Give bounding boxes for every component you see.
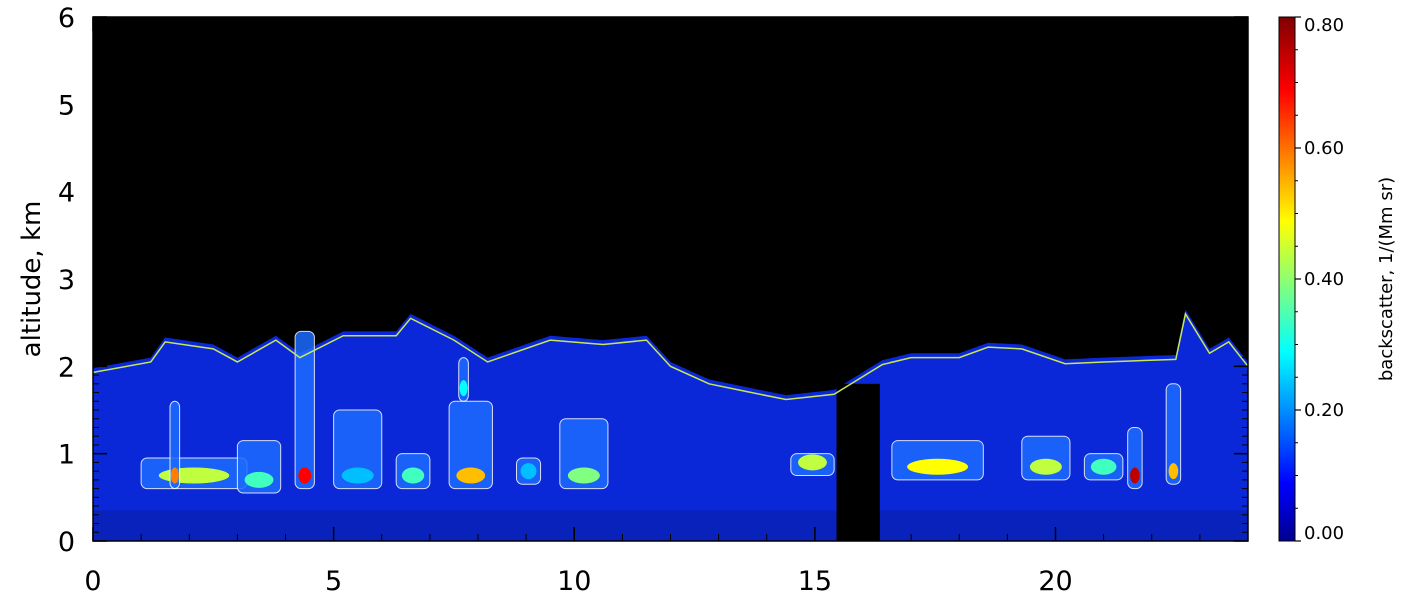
cloud-patch-6 [448, 400, 493, 490]
y-tick-label: 3 [58, 265, 75, 296]
colorbar [1278, 16, 1296, 542]
cloud-core-12 [1029, 458, 1062, 475]
cloud-core-6 [456, 467, 486, 484]
colorbar-tick-label: 0.40 [1304, 269, 1344, 290]
cloud-core-8 [520, 463, 537, 480]
x-tick-label: 0 [84, 566, 101, 597]
y-tick-label: 1 [58, 440, 75, 471]
colorbar-tick-label: 0.20 [1304, 400, 1344, 421]
cloud-core-1 [170, 467, 179, 484]
colorbar-tick-label: 0.80 [1304, 15, 1344, 36]
x-tick-label: 5 [325, 566, 342, 597]
cloud-core-0 [158, 467, 230, 484]
cloud-core-5 [401, 467, 425, 484]
y-tick-label: 6 [58, 3, 75, 34]
colorbar-tick-label: 0.60 [1304, 138, 1344, 159]
colorbar-title: backscatter, 1/(Mm sr) [1376, 177, 1397, 381]
data-gap [836, 383, 880, 541]
y-tick-label: 0 [58, 527, 75, 558]
y-tick-label: 4 [58, 178, 75, 209]
boundary-layer-line [93, 311, 1248, 401]
y-tick-label: 5 [58, 90, 75, 121]
cloud-core-14 [1130, 467, 1140, 484]
cloud-core-4 [341, 467, 374, 484]
cloud-core-10 [798, 454, 827, 471]
cloud-patch-3 [294, 330, 315, 490]
cloud-core-9 [567, 467, 600, 484]
cloud-patch-15 [1165, 383, 1182, 485]
x-tick-label: 20 [1038, 566, 1072, 597]
x-tick-label: 10 [557, 566, 591, 597]
y-axis-title: altitude, km [17, 201, 47, 358]
cloud-core-13 [1090, 458, 1117, 475]
cloud-patch-1 [169, 400, 181, 490]
cloud-patch-4 [333, 409, 383, 490]
cloud-core-11 [907, 458, 969, 475]
cloud-core-15 [1168, 463, 1179, 480]
colorbar-tick-label: 0.00 [1304, 523, 1344, 544]
y-tick-label: 2 [58, 352, 75, 383]
cloud-core-2 [244, 471, 274, 488]
x-tick-label: 15 [798, 566, 832, 597]
cloud-core-7 [459, 380, 468, 397]
cloud-core-3 [298, 467, 312, 484]
